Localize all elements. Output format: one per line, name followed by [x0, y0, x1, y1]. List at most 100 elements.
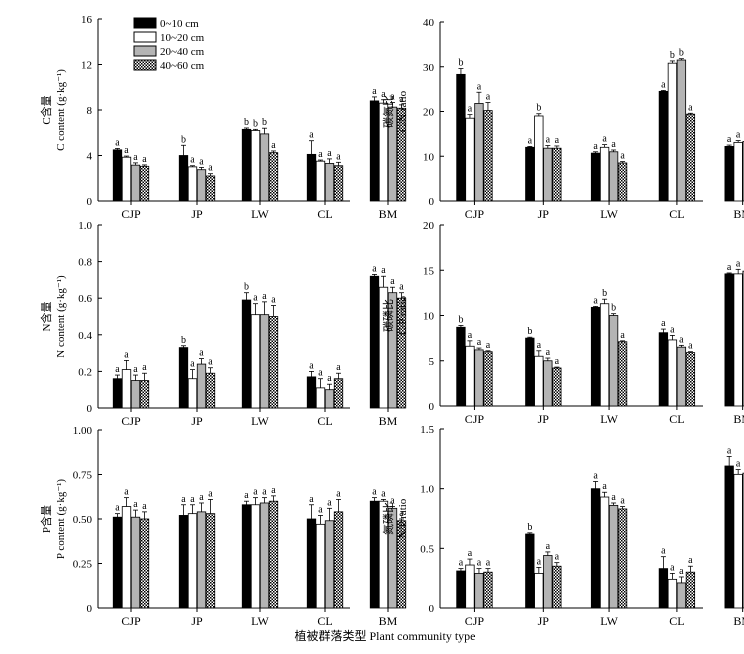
bar-jp-s1 — [187, 378, 198, 409]
y-axis-label-en: N/P ratio — [397, 498, 409, 538]
significance-label: a — [736, 459, 741, 470]
bar-lw-s1 — [250, 130, 261, 202]
significance-label: a — [611, 139, 616, 150]
y-tick-label: 0.6 — [78, 293, 92, 305]
bar-cl-s2 — [676, 346, 687, 407]
significance-label: a — [271, 485, 276, 496]
significance-label: a — [115, 503, 120, 514]
bar-jp-s1 — [187, 166, 198, 202]
y-tick-label: 1.00 — [73, 425, 93, 437]
significance-label: a — [602, 481, 607, 492]
bar-cjp-s2 — [474, 349, 484, 407]
bar-lw-s3 — [617, 508, 628, 609]
x-tick-label-lw: LW — [251, 207, 269, 221]
significance-label: a — [528, 135, 533, 146]
significance-label: b — [536, 103, 541, 114]
significance-label: a — [372, 86, 377, 97]
bar-cjp-s1 — [465, 117, 475, 202]
y-tick-label: 20 — [423, 107, 435, 119]
bar-cjp-s0 — [112, 149, 123, 202]
y-tick-label: 0 — [429, 401, 435, 413]
x-tick-label-cl: CL — [669, 614, 684, 628]
bar-cl-s1 — [315, 523, 326, 609]
significance-label: a — [327, 373, 332, 384]
significance-label: a — [133, 364, 138, 375]
significance-label: a — [199, 492, 204, 503]
bar-lw-s0 — [241, 128, 252, 202]
significance-label: a — [271, 295, 276, 306]
x-tick-label-bm: BM — [379, 614, 398, 628]
bar-cl-s1 — [667, 62, 678, 202]
x-tick-label-lw: LW — [251, 614, 269, 628]
x-tick-label-jp: JP — [538, 207, 550, 221]
y-tick-label: 10 — [423, 311, 435, 323]
bar-cl-s0 — [306, 153, 317, 202]
y-tick-label: 12 — [81, 60, 92, 72]
bar-cjp-s1 — [465, 345, 475, 407]
significance-label: a — [262, 291, 267, 302]
bar-jp-s3 — [205, 372, 216, 409]
significance-label: a — [620, 330, 625, 341]
bar-lw-s2 — [259, 502, 270, 609]
y-tick-label: 10 — [423, 151, 435, 163]
y-tick-label: 0 — [87, 403, 93, 415]
y-tick-label: 0 — [429, 603, 435, 615]
y-axis-label-cn: P含量 — [39, 505, 53, 533]
bar-lw-s2 — [259, 133, 270, 202]
significance-label: a — [309, 494, 314, 505]
significance-label: a — [318, 149, 323, 160]
bar-cl-s1 — [667, 339, 678, 407]
significance-label: a — [142, 501, 147, 512]
y-tick-label: 0.5 — [420, 543, 434, 555]
significance-label: a — [336, 362, 341, 373]
significance-label: a — [208, 163, 213, 174]
x-tick-label-lw: LW — [600, 412, 618, 426]
bar-bm-s1 — [733, 141, 743, 202]
y-axis-label-cn: 氮磷比 — [381, 502, 395, 535]
significance-label: b — [670, 50, 675, 61]
bar-cl-s3 — [333, 165, 344, 202]
y-tick-label: 0 — [429, 196, 435, 208]
significance-label: a — [309, 130, 314, 141]
bar-lw-s2 — [608, 315, 619, 407]
significance-label: a — [727, 262, 732, 273]
significance-label: a — [688, 102, 693, 113]
bar-jp-s3 — [552, 367, 562, 407]
bar-jp-s0 — [525, 337, 535, 407]
y-axis-label-cn: N含量 — [39, 302, 53, 332]
significance-label: a — [327, 497, 332, 508]
significance-label: a — [555, 135, 560, 146]
significance-label: a — [133, 499, 138, 510]
significance-label: a — [381, 488, 386, 499]
bar-bm-s0 — [369, 100, 380, 202]
bar-cl-s2 — [676, 59, 687, 202]
bar-lw-s2 — [608, 504, 619, 609]
bar-cl-s3 — [685, 113, 696, 202]
significance-label: a — [253, 293, 258, 304]
x-tick-label-cjp: CJP — [465, 412, 485, 426]
significance-label: b — [181, 335, 186, 346]
bar-jp-s3 — [205, 513, 216, 609]
significance-label: a — [142, 362, 147, 373]
significance-label: b — [181, 134, 186, 145]
bar-cl-s3 — [685, 352, 696, 407]
bar-cjp-s3 — [483, 571, 493, 609]
bar-lw-s3 — [268, 152, 279, 202]
chart-legend: 0~10 cm 10~20 cm 20~40 cm 40~60 cm — [133, 17, 205, 72]
y-tick-label: 0.2 — [78, 366, 92, 378]
significance-label: a — [181, 494, 186, 505]
significance-label: b — [244, 117, 249, 128]
significance-label: a — [688, 341, 693, 352]
x-tick-label-cl: CL — [317, 207, 332, 221]
y-axis-label-cn: 碳氮比 — [381, 95, 395, 128]
bar-lw-s2 — [259, 314, 270, 409]
bar-cl-s2 — [676, 582, 687, 609]
significance-label: a — [477, 558, 482, 569]
significance-label: a — [336, 488, 341, 499]
bar-bm-s0 — [724, 146, 734, 202]
legend-swatch-0-10cm — [133, 17, 157, 29]
y-axis-label-en: C/P ratio — [397, 295, 409, 335]
bar-cl-s3 — [333, 378, 344, 409]
